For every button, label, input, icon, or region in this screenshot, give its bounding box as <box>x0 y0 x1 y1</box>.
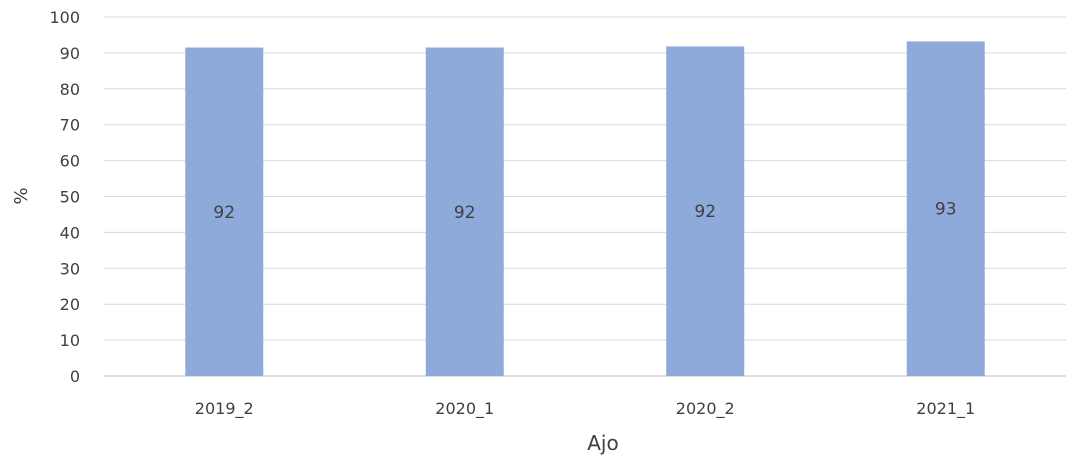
y-tick-label: 90 <box>60 44 80 63</box>
x-tick-label: 2020_2 <box>676 399 735 419</box>
x-axis-title: Ajo <box>587 431 618 455</box>
y-axis-ticks: 0 10 20 30 40 50 60 70 80 90 100 <box>49 8 80 386</box>
gridlines <box>104 16 1066 377</box>
data-labels: 92 92 92 93 <box>213 200 956 223</box>
bar-2019_2 <box>185 47 264 376</box>
y-axis-title: % <box>11 187 32 204</box>
x-tick-label: 2020_1 <box>435 399 494 419</box>
data-label: 93 <box>935 200 957 220</box>
y-tick-label: 80 <box>60 80 80 99</box>
x-tick-label: 2019_2 <box>195 399 254 419</box>
y-tick-label: 60 <box>60 152 80 171</box>
x-axis-ticks: 2019_2 2020_1 2020_2 2021_1 <box>195 399 975 419</box>
bar-2020_1 <box>425 47 504 376</box>
y-tick-label: 40 <box>60 223 80 242</box>
y-tick-label: 0 <box>70 367 80 386</box>
data-label: 92 <box>454 203 476 223</box>
bar-2021_1 <box>906 41 985 377</box>
y-tick-label: 50 <box>60 188 80 207</box>
data-label: 92 <box>694 202 716 222</box>
y-tick-label: 30 <box>60 259 80 278</box>
y-tick-label: 10 <box>60 331 80 350</box>
y-tick-label: 100 <box>49 8 80 27</box>
bar-2020_2 <box>666 46 745 377</box>
y-tick-label: 70 <box>60 116 80 135</box>
x-tick-label: 2021_1 <box>916 399 975 419</box>
y-tick-label: 20 <box>60 295 80 314</box>
bars <box>185 41 985 377</box>
data-label: 92 <box>213 203 235 223</box>
